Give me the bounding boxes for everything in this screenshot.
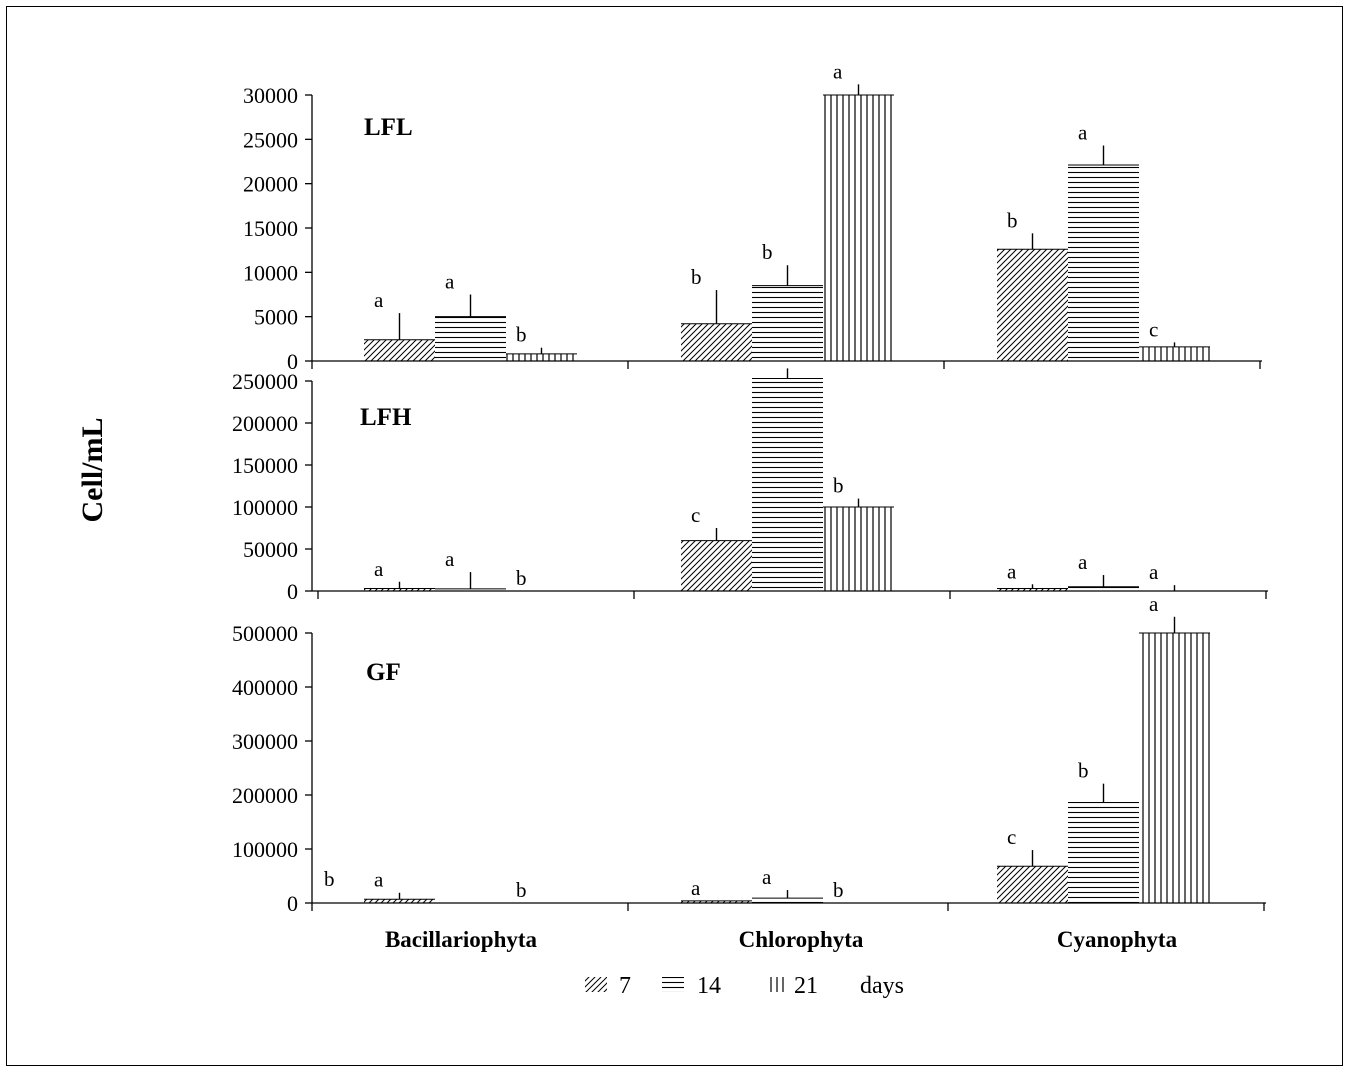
y-tick-label: 20000 (243, 172, 298, 197)
bar (1068, 165, 1139, 361)
significance-letter: b (1078, 759, 1089, 783)
y-tick-label: 0 (287, 579, 298, 604)
significance-letter: b (1007, 208, 1018, 232)
legend-swatch (662, 977, 684, 992)
bar (752, 285, 823, 361)
y-tick-label: 30000 (243, 83, 298, 108)
legend: 7 14 21 days (585, 973, 904, 999)
significance-letter: a (374, 557, 384, 581)
significance-letter: a (445, 547, 455, 571)
panel-title: LFL (364, 114, 413, 141)
significance-letter: c (1149, 317, 1158, 341)
bar (997, 866, 1068, 903)
y-tick-label: 400000 (232, 675, 298, 700)
significance-letter: c (691, 503, 700, 527)
panel-lfh: 0 50000 100000 150000 200000 250000 LFH a a b c b a a… (232, 368, 1268, 604)
significance-letter: a (1078, 121, 1088, 145)
bar (823, 95, 894, 361)
bar (1139, 633, 1210, 903)
bar (435, 316, 506, 361)
bar (1139, 346, 1210, 361)
significance-letter: b (324, 867, 335, 891)
significance-letter: b (516, 323, 527, 347)
category-label: Bacillariophyta (385, 927, 538, 952)
significance-letter: b (516, 566, 527, 590)
y-tick-label: 25000 (243, 127, 298, 152)
significance-letter: a (1007, 559, 1017, 583)
y-tick-label: 200000 (232, 411, 298, 436)
significance-letter: a (445, 270, 455, 294)
bar (681, 900, 752, 903)
significance-letter: b (833, 878, 844, 902)
bar (681, 323, 752, 361)
bar (1068, 586, 1139, 591)
bar (435, 588, 506, 591)
significance-letter: b (516, 878, 527, 902)
y-tick-label: 50000 (243, 537, 298, 562)
bar (681, 540, 752, 591)
legend-swatch (766, 977, 788, 992)
bar (506, 353, 577, 361)
bar (1068, 802, 1139, 903)
panel-title: LFH (360, 404, 412, 431)
y-tick-label: 100000 (232, 495, 298, 520)
significance-letter: a (374, 288, 384, 312)
significance-letter: b (691, 265, 702, 289)
significance-letter: c (1007, 825, 1016, 849)
legend-entry: 21 (794, 973, 818, 999)
significance-letter: a (833, 59, 843, 83)
bar (752, 898, 823, 903)
significance-letter: a (1149, 560, 1159, 584)
legend-entry: 7 (619, 973, 631, 999)
y-tick-label: 500000 (232, 621, 298, 646)
significance-letter: a (1078, 550, 1088, 574)
bar (364, 339, 435, 361)
bar (997, 588, 1068, 591)
y-tick-label: 250000 (232, 369, 298, 394)
category-label: Chlorophyta (739, 927, 864, 952)
y-tick-label: 0 (287, 349, 298, 374)
significance-letter: a (691, 876, 701, 900)
significance-letter: a (374, 868, 384, 892)
panel-gf: 0 100000 200000 300000 400000 500000 GF a b a a b c b… (232, 592, 1266, 916)
figure-frame (6, 6, 1343, 1066)
panel-title: GF (366, 659, 401, 686)
y-tick-label: 0 (287, 891, 298, 916)
significance-letter: a (762, 865, 772, 889)
bar (823, 507, 894, 591)
bar (997, 249, 1068, 361)
y-tick-label: 150000 (232, 453, 298, 478)
y-tick-label: 5000 (254, 305, 298, 330)
y-axis-label: Cell/mL (76, 418, 109, 523)
significance-letter: a (1149, 592, 1159, 616)
significance-letter: b (762, 240, 773, 264)
y-tick-label: 10000 (243, 260, 298, 285)
legend-suffix: days (860, 973, 904, 999)
category-label: Cyanophyta (1057, 927, 1178, 952)
panel-lfl: 0 5000 10000 15000 20000 25000 30000 LFL a a b b b a b… (243, 59, 1262, 374)
bar (364, 899, 435, 903)
bar (752, 378, 823, 591)
y-tick-label: 100000 (232, 837, 298, 862)
legend-swatch (585, 977, 607, 992)
legend-entry: 14 (697, 973, 721, 999)
y-tick-label: 15000 (243, 216, 298, 241)
y-tick-label: 200000 (232, 783, 298, 808)
bar (364, 588, 435, 591)
y-tick-label: 300000 (232, 729, 298, 754)
significance-letter: b (833, 474, 844, 498)
